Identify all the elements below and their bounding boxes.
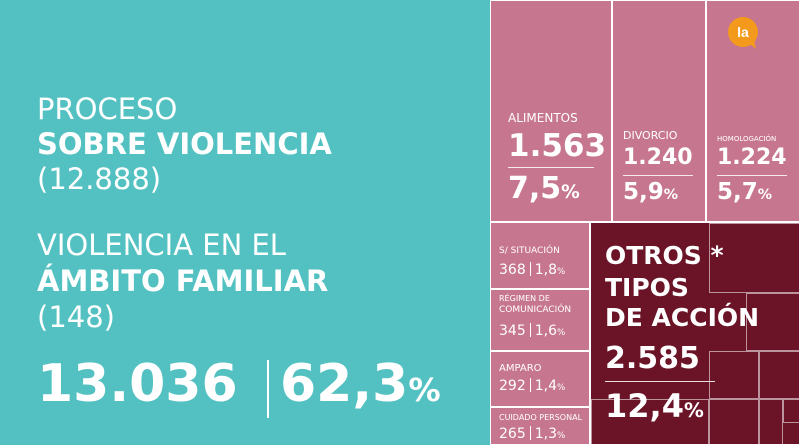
otros-rule (605, 381, 715, 382)
otros-line2: TIPOS (605, 273, 689, 302)
otros-subcell (759, 351, 799, 399)
violencia-divider (267, 360, 269, 418)
otros-percent: 12,4% (605, 387, 704, 425)
homologacion-percent: 5,7% (717, 179, 772, 205)
situacion-percent-sign: % (557, 267, 566, 277)
cell-divorcio: DIVORCIO 1.240 5,9% (612, 0, 706, 222)
amparo-percent-sign: % (557, 383, 566, 393)
homologacion-percent-value: 5,7 (717, 179, 758, 205)
cell-amparo: AMPARO 292 1,4% (490, 351, 590, 407)
regimen-percent-value: 1,6 (534, 323, 557, 339)
violencia-line2: SOBRE VIOLENCIA (37, 127, 332, 161)
alimentos-percent-sign: % (561, 182, 580, 203)
violencia-line6: (148) (37, 300, 115, 334)
otros-count: 2.585 (605, 341, 700, 376)
otros-subcell (709, 223, 799, 293)
amparo-sep (529, 378, 531, 392)
homologacion-percent-sign: % (757, 187, 773, 203)
divorcio-percent-value: 5,9 (623, 179, 664, 205)
cuidado-sep (529, 426, 531, 440)
divorcio-count: 1.240 (623, 145, 693, 170)
divorcio-rule (623, 175, 693, 176)
cell-alimentos: ALIMENTOS 1.563 7,5% (490, 0, 612, 222)
divorcio-label: DIVORCIO (623, 129, 678, 142)
homologacion-rule (717, 175, 787, 176)
otros-line1: OTROS * (605, 241, 724, 270)
regimen-sep (529, 323, 531, 337)
otros-percent-sign: % (683, 399, 704, 422)
alimentos-percent: 7,5% (508, 171, 580, 206)
regimen-percent-sign: % (557, 328, 566, 338)
regimen-values: 345 1,6% (499, 323, 565, 339)
homologacion-label: HOMOLOGACIÓN (717, 135, 777, 143)
cuidado-count: 265 (499, 426, 526, 442)
situacion-label: S/ SITUACIÓN (499, 246, 560, 256)
cell-violencia: PROCESO SOBRE VIOLENCIA (12.888) VIOLENC… (0, 0, 490, 445)
divorcio-percent: 5,9% (623, 179, 678, 205)
violencia-line4: VIOLENCIA EN EL (37, 228, 286, 262)
amparo-count: 292 (499, 378, 526, 394)
cuidado-percent-value: 1,3 (534, 426, 557, 442)
regimen-count: 345 (499, 323, 526, 339)
otros-subcell (709, 351, 759, 399)
otros-subdivisions (591, 223, 799, 444)
violencia-line1: PROCESO (37, 92, 178, 126)
otros-subcell (591, 399, 709, 444)
amparo-label: AMPARO (499, 363, 542, 374)
violencia-percent-sign: % (408, 371, 441, 409)
alimentos-count: 1.563 (508, 128, 607, 164)
violencia-line5: ÁMBITO FAMILIAR (37, 264, 329, 298)
regimen-label-1: RÉGIMEN DE (499, 294, 550, 303)
otros-subcell (709, 399, 759, 444)
divorcio-percent-sign: % (663, 187, 679, 203)
regimen-label-2: COMUNICACIÓN (499, 305, 572, 315)
cell-otros: OTROS * TIPOS DE ACCIÓN 2.585 12,4% (590, 222, 800, 445)
la-logo-icon: la (728, 17, 758, 49)
situacion-count: 368 (499, 262, 526, 278)
otros-line3: DE ACCIÓN (605, 303, 760, 332)
homologacion-count: 1.224 (717, 145, 787, 170)
situacion-values: 368 1,8% (499, 262, 565, 278)
cell-situacion: S/ SITUACIÓN 368 1,8% (490, 222, 590, 289)
cuidado-label: CUIDADO PERSONAL (499, 413, 583, 422)
alimentos-percent-value: 7,5 (508, 171, 562, 206)
cuidado-values: 265 1,3% (499, 426, 565, 442)
situacion-percent-value: 1,8 (534, 262, 557, 278)
violencia-percent-value: 62,3 (280, 354, 409, 414)
logo-text: la (737, 24, 749, 40)
cell-cuidado: CUIDADO PERSONAL 265 1,3% (490, 407, 590, 445)
otros-subcell (759, 399, 783, 444)
violencia-total: 13.036 (37, 354, 238, 414)
otros-subcell (746, 293, 799, 351)
situacion-sep (529, 262, 531, 276)
cell-regimen: RÉGIMEN DE COMUNICACIÓN 345 1,6% (490, 289, 590, 351)
amparo-percent-value: 1,4 (534, 378, 557, 394)
alimentos-rule (508, 167, 594, 168)
otros-subcell (783, 399, 799, 423)
cuidado-percent-sign: % (557, 431, 566, 441)
violencia-line3: (12.888) (37, 162, 162, 196)
alimentos-label: ALIMENTOS (508, 111, 578, 125)
amparo-values: 292 1,4% (499, 378, 565, 394)
violencia-percent: 62,3% (280, 354, 441, 414)
otros-percent-value: 12,4 (605, 387, 684, 425)
